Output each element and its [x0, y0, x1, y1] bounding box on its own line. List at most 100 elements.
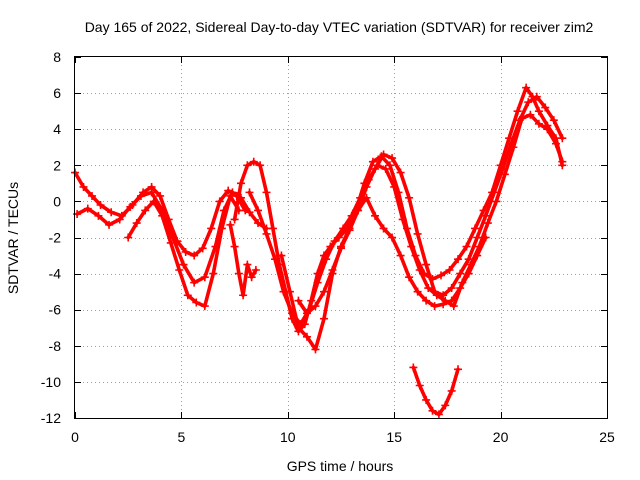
- data-point-marker: [428, 406, 437, 415]
- data-point-marker: [430, 302, 439, 311]
- data-point-marker: [175, 265, 184, 274]
- data-point-marker: [447, 296, 456, 305]
- data-point-marker: [543, 125, 552, 134]
- data-point-marker: [398, 215, 407, 224]
- data-point-marker: [558, 134, 567, 143]
- data-point-marker: [226, 220, 235, 229]
- data-point-marker: [302, 309, 311, 318]
- data-point-marker: [464, 269, 473, 278]
- data-point-marker: [124, 233, 133, 242]
- x-tick-label: 20: [493, 429, 509, 445]
- data-point-marker: [254, 206, 263, 215]
- data-point-marker: [79, 182, 88, 191]
- data-point-marker: [330, 237, 339, 246]
- data-point-marker: [415, 381, 424, 390]
- data-series: [294, 92, 567, 318]
- data-series: [245, 110, 567, 329]
- data-point-marker: [481, 233, 490, 242]
- data-point-marker: [526, 110, 535, 119]
- data-point-marker: [322, 255, 331, 264]
- data-point-marker: [513, 107, 522, 116]
- y-tick-label: 4: [53, 121, 61, 137]
- data-point-marker: [388, 154, 397, 163]
- data-point-marker: [209, 269, 218, 278]
- x-tick-label: 25: [599, 429, 615, 445]
- data-point-marker: [381, 164, 390, 173]
- data-point-marker: [107, 208, 116, 217]
- data-point-marker: [181, 247, 190, 256]
- x-tick-label: 15: [386, 429, 402, 445]
- data-point-marker: [409, 363, 418, 372]
- plot-frame: [74, 56, 608, 419]
- data-point-marker: [179, 260, 188, 269]
- data-point-marker: [473, 251, 482, 260]
- data-point-marker: [456, 269, 465, 278]
- data-point-marker: [311, 345, 320, 354]
- data-point-marker: [234, 269, 243, 278]
- data-point-marker: [481, 211, 490, 220]
- x-tick-label: 0: [71, 429, 79, 445]
- x-tick-label: 10: [280, 429, 296, 445]
- data-point-marker: [515, 116, 524, 125]
- data-point-marker: [319, 287, 328, 296]
- data-point-marker: [200, 302, 209, 311]
- data-point-marker: [88, 191, 97, 200]
- data-point-marker: [534, 107, 543, 116]
- data-point-marker: [224, 186, 233, 195]
- data-point-marker: [368, 157, 377, 166]
- data-point-marker: [200, 273, 209, 282]
- data-point-marker: [413, 287, 422, 296]
- data-point-marker: [156, 191, 165, 200]
- data-point-marker: [230, 242, 239, 251]
- data-point-marker: [362, 182, 371, 191]
- data-point-marker: [243, 161, 252, 170]
- series-line: [228, 223, 258, 298]
- data-point-marker: [549, 116, 558, 125]
- y-tick-label: -12: [41, 410, 61, 426]
- data-point-marker: [158, 211, 167, 220]
- series-line: [279, 196, 488, 352]
- data-point-marker: [294, 296, 303, 305]
- data-point-marker: [422, 296, 431, 305]
- series-line: [73, 170, 247, 258]
- data-point-marker: [245, 188, 254, 197]
- data-point-marker: [249, 157, 258, 166]
- data-point-marker: [236, 179, 245, 188]
- data-point-marker: [396, 168, 405, 177]
- data-point-marker: [302, 332, 311, 341]
- data-point-marker: [243, 260, 252, 269]
- data-point-marker: [430, 287, 439, 296]
- data-point-marker: [413, 229, 422, 238]
- data-point-marker: [319, 314, 328, 323]
- data-point-marker: [388, 233, 397, 242]
- data-point-marker: [447, 284, 456, 293]
- data-series: [409, 363, 463, 419]
- data-point-marker: [105, 220, 114, 229]
- data-point-marker: [207, 224, 216, 233]
- data-point-marker: [522, 83, 531, 92]
- data-point-marker: [226, 191, 235, 200]
- data-point-marker: [183, 291, 192, 300]
- data-point-marker: [328, 265, 337, 274]
- data-point-marker: [396, 251, 405, 260]
- data-point-marker: [239, 291, 248, 300]
- data-point-marker: [464, 255, 473, 264]
- data-point-marker: [337, 244, 345, 253]
- data-point-marker: [439, 291, 448, 300]
- y-tick-label: 6: [53, 85, 61, 101]
- y-tick-label: -10: [41, 374, 61, 390]
- series-line: [411, 365, 460, 417]
- y-tick-label: 0: [53, 193, 61, 209]
- data-point-marker: [483, 219, 492, 228]
- data-point-marker: [447, 386, 456, 395]
- data-point-marker: [490, 188, 499, 197]
- y-tick-label: -2: [49, 230, 62, 246]
- data-point-marker: [149, 197, 158, 206]
- data-point-marker: [313, 278, 322, 287]
- data-series: [226, 220, 260, 300]
- data-point-marker: [498, 164, 507, 173]
- data-point-marker: [524, 98, 533, 107]
- data-point-marker: [541, 103, 550, 112]
- data-point-marker: [532, 92, 541, 101]
